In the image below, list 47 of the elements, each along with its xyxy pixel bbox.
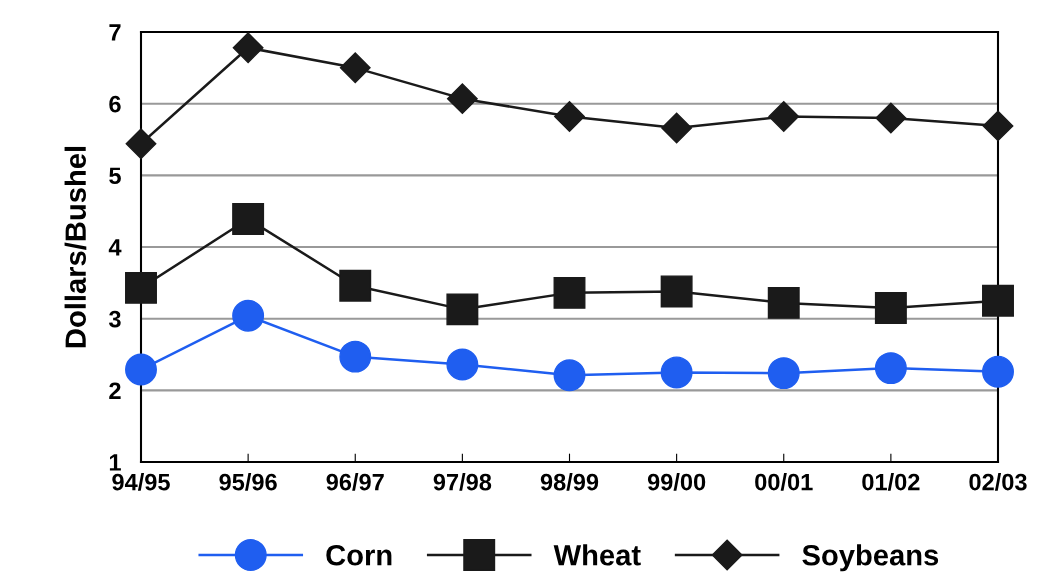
y-tick-label: 2 [109,382,121,399]
x-tick-label: 96/97 [326,473,384,491]
point [982,355,1014,388]
point [874,291,907,324]
point [553,276,586,309]
x-tick-label: 94/95 [112,473,170,491]
y-tick-label: 1 [109,454,121,471]
point [874,352,907,385]
point [232,203,265,236]
point [339,340,372,373]
point [125,128,157,160]
x-tick-label: 97/98 [433,473,492,491]
point [554,101,585,132]
x-tick-label: 01/02 [862,473,920,491]
x-tick-label: 00/01 [755,473,813,491]
y-axis-title: Dollars/Bushel [64,146,87,348]
point [232,32,264,64]
point [446,348,479,381]
y-tick-label: 7 [109,24,121,41]
legend-label: Wheat [553,544,641,566]
point [232,299,265,332]
y-tick-label: 3 [108,310,121,328]
point [982,110,1014,142]
point [661,112,693,144]
point [553,359,586,392]
y-tick-label: 6 [109,95,121,113]
point [339,52,371,84]
point [125,271,157,304]
x-tick-label: 99/00 [647,473,706,491]
point [875,102,907,134]
x-tick-label: 95/96 [219,473,277,491]
point [125,353,157,386]
point [339,269,372,302]
legend-label: Corn [326,544,392,566]
x-tick-label: 98/99 [540,473,599,491]
point [767,286,800,319]
point [767,357,800,390]
point [660,356,693,389]
point [768,101,800,132]
x-tick-label: 02/03 [969,473,1027,491]
point [982,284,1014,317]
y-tick-label: 5 [109,167,121,185]
y-tick-label: 4 [108,239,122,256]
point [660,275,693,308]
legend-label: Soybeans [802,544,939,572]
point [446,293,479,326]
point [446,83,478,115]
